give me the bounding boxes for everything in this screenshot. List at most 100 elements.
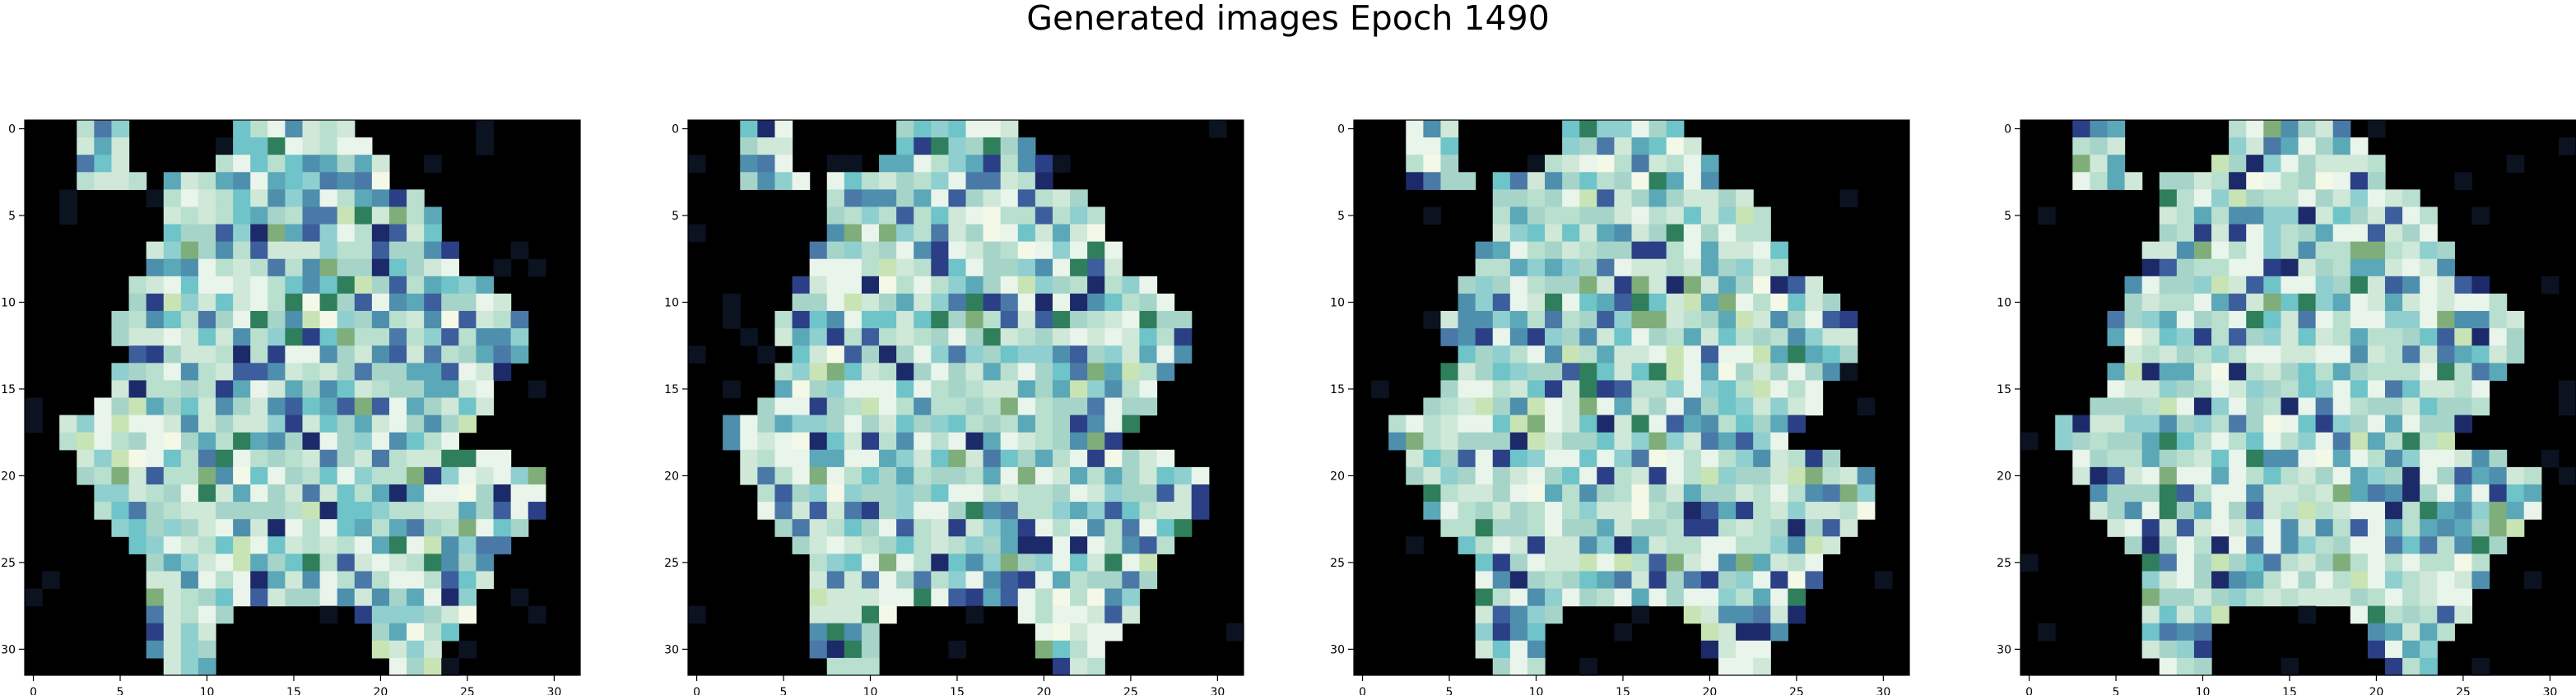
- pixel: [2124, 415, 2143, 433]
- pixel: [354, 588, 373, 607]
- pixel: [1104, 502, 1123, 520]
- pixel: [861, 276, 880, 294]
- pixel: [476, 571, 495, 590]
- pixel: [146, 258, 165, 277]
- x-tick-label: 15: [2282, 686, 2297, 695]
- pixel: [250, 328, 268, 346]
- pixel: [2141, 397, 2160, 416]
- pixel: [441, 484, 459, 503]
- pixel: [354, 345, 373, 364]
- pixel: [371, 502, 390, 520]
- pixel: [1174, 519, 1193, 537]
- x-tick-label: 10: [200, 686, 215, 695]
- pixel: [1509, 640, 1528, 659]
- pixel: [2454, 502, 2473, 520]
- pixel: [2384, 554, 2403, 572]
- pixel: [2281, 536, 2299, 554]
- pixel: [914, 363, 932, 381]
- pixel: [1736, 640, 1754, 659]
- pixel: [388, 258, 407, 277]
- pixel: [792, 363, 811, 381]
- pixel: [1683, 484, 1702, 503]
- pixel: [1597, 155, 1615, 173]
- pixel: [1718, 588, 1737, 607]
- pixel: [844, 276, 863, 294]
- pixel: [2350, 328, 2369, 346]
- pixel: [1562, 380, 1580, 399]
- pixel: [2159, 484, 2178, 503]
- pixel: [931, 519, 949, 537]
- pixel: [2159, 588, 2178, 607]
- pixel: [2211, 536, 2230, 554]
- pixel: [2384, 588, 2403, 607]
- pixel: [1736, 432, 1754, 451]
- pixel: [965, 206, 984, 225]
- x-tick-label: 30: [546, 686, 561, 695]
- pixel: [2298, 502, 2317, 520]
- pixel: [983, 311, 1002, 329]
- pixel: [1423, 484, 1442, 503]
- pixel: [1087, 588, 1105, 607]
- pixel: [1174, 466, 1193, 485]
- x-tick-label: 10: [2196, 686, 2211, 695]
- pixel: [233, 206, 251, 225]
- pixel: [2402, 571, 2420, 590]
- pixel: [1017, 224, 1036, 243]
- pixel: [2454, 328, 2473, 346]
- pixel: [267, 224, 286, 243]
- pixel: [1788, 328, 1806, 346]
- pixel: [2332, 484, 2351, 503]
- pixel: [354, 554, 373, 572]
- pixel: [2367, 623, 2386, 642]
- pixel: [1475, 466, 1494, 485]
- pixel: [1718, 397, 1737, 416]
- pixel: [1788, 554, 1806, 572]
- pixel: [267, 311, 286, 329]
- pixel: [180, 466, 199, 485]
- pixel: [1648, 449, 1667, 468]
- pixel: [1545, 571, 1563, 590]
- pixel: [2384, 502, 2403, 520]
- pixel: [319, 502, 338, 520]
- pixel: [128, 415, 147, 433]
- pixel: [948, 571, 967, 590]
- pixel: [2437, 449, 2455, 468]
- pixel: [163, 466, 182, 485]
- pixel: [1122, 345, 1141, 364]
- pixel: [1156, 466, 1175, 485]
- pixel: [1000, 432, 1019, 451]
- pixel: [128, 345, 147, 364]
- pixel: [267, 363, 286, 381]
- pixel: [2384, 397, 2403, 416]
- pixel: [826, 224, 845, 243]
- pixel: [1527, 502, 1546, 520]
- pixel: [1545, 554, 1563, 572]
- pixel: [216, 605, 234, 624]
- pixel: [1579, 484, 1597, 503]
- pixel: [216, 363, 234, 381]
- pixel: [2402, 328, 2420, 346]
- pixel: [2350, 172, 2369, 190]
- axes-frame: [687, 119, 1244, 676]
- pixel: [931, 380, 949, 399]
- pixel: [1104, 345, 1123, 364]
- pixel: [250, 502, 268, 520]
- pixel: [180, 397, 199, 416]
- pixel: [2229, 206, 2247, 225]
- pixel: [1087, 224, 1105, 243]
- pixel: [1017, 172, 1036, 190]
- pixel: [250, 345, 268, 364]
- pixel: [441, 432, 459, 451]
- pixel: [388, 571, 407, 590]
- pixel: [319, 536, 338, 554]
- pixel: [2141, 519, 2160, 537]
- pixel: [1770, 258, 1788, 277]
- pixel: [896, 380, 914, 399]
- pixel: [1070, 345, 1088, 364]
- pixel: [2141, 571, 2160, 590]
- pixel: [146, 345, 165, 364]
- pixel: [2246, 137, 2264, 155]
- pixel: [458, 484, 477, 503]
- pixel: [2141, 363, 2160, 381]
- pixel: [180, 189, 199, 208]
